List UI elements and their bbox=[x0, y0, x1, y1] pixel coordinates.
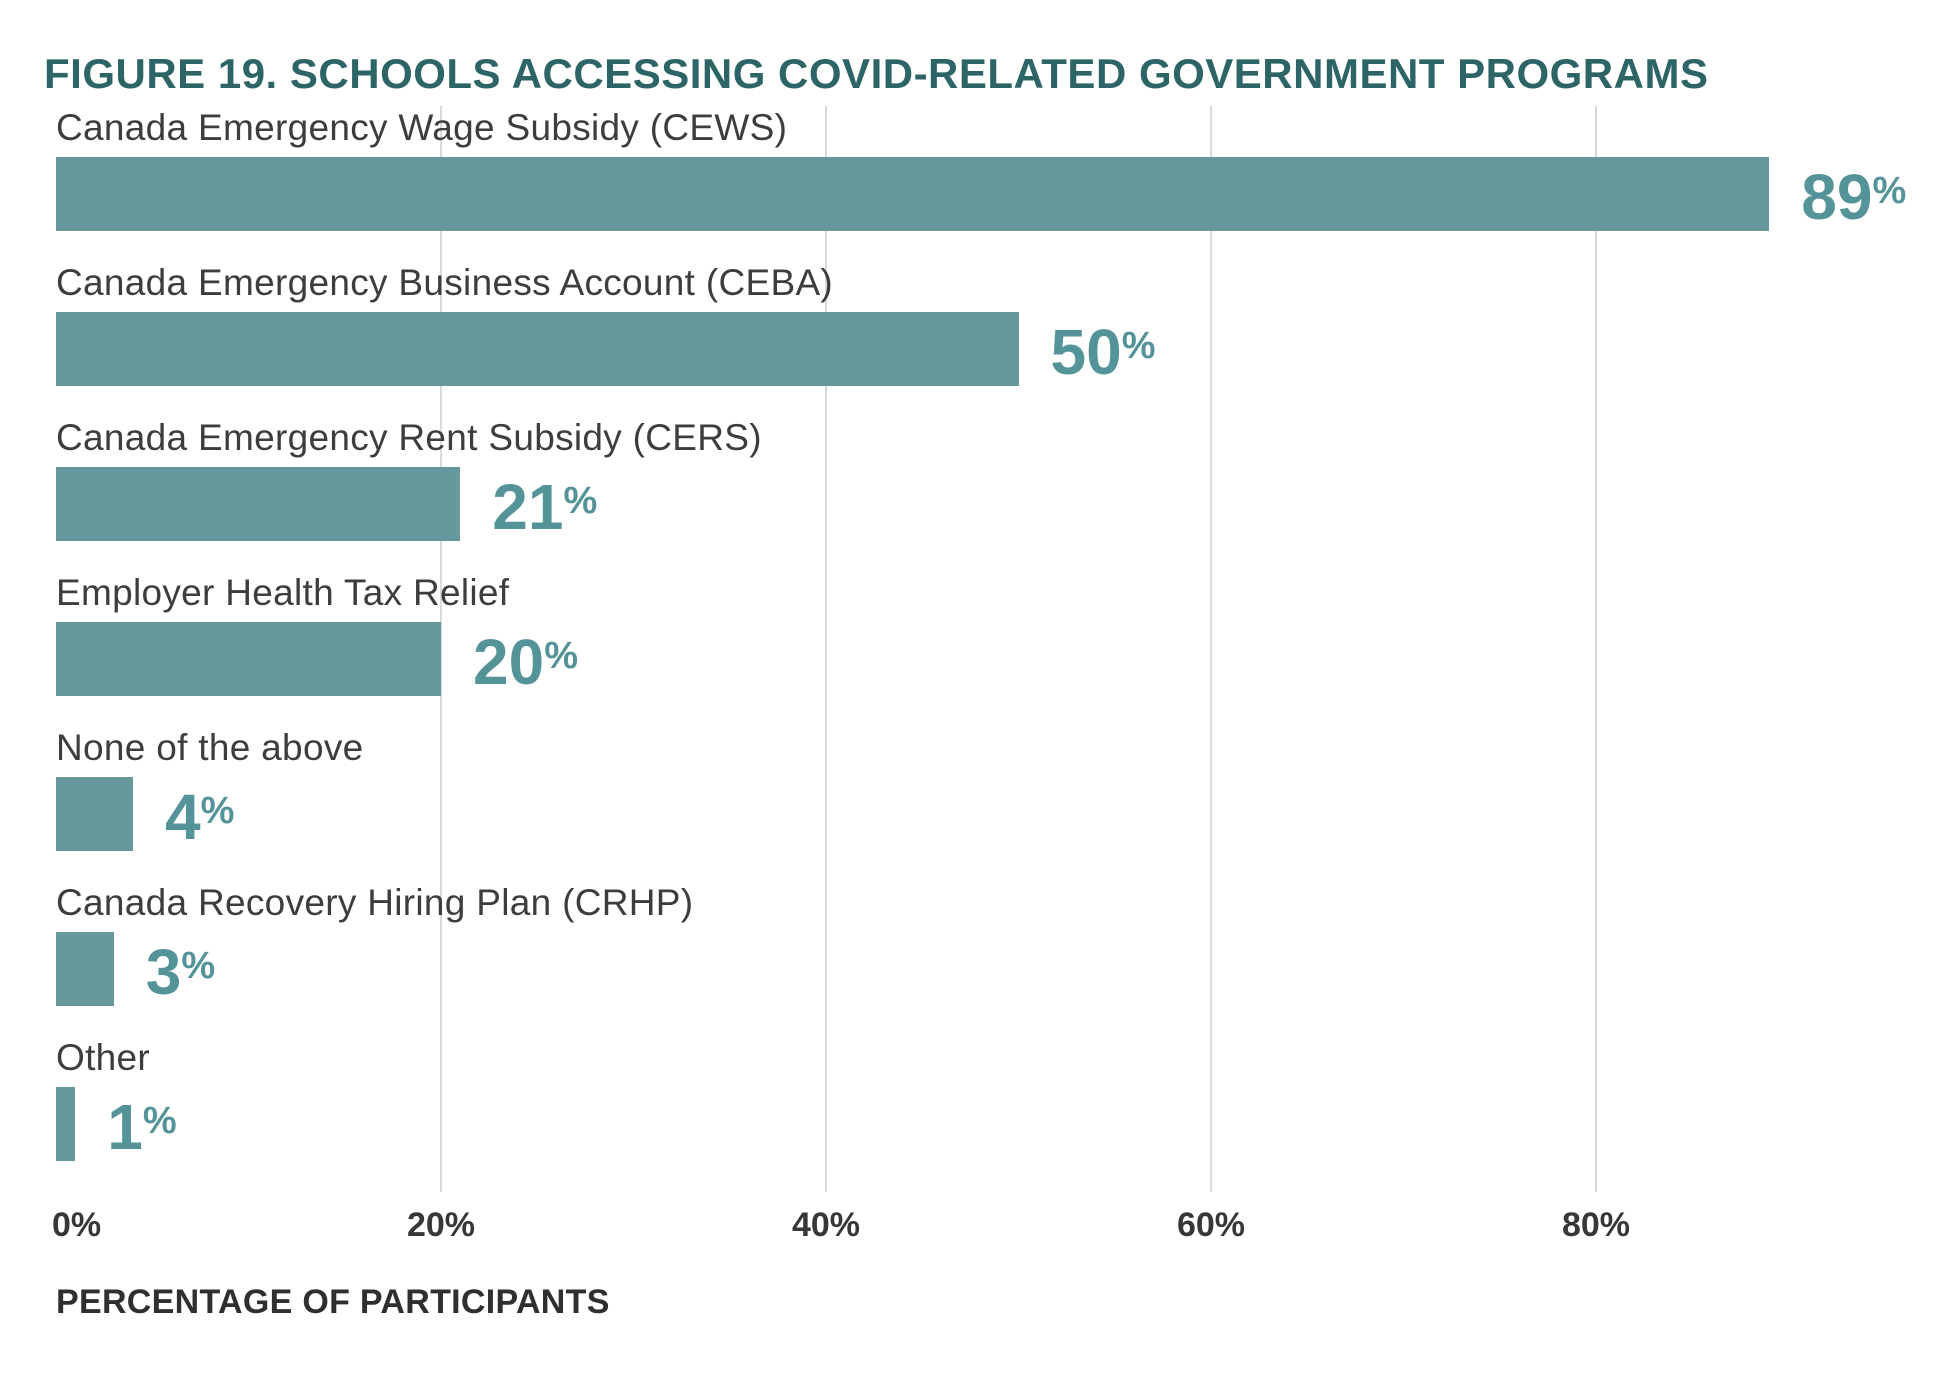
plot-area: Canada Emergency Wage Subsidy (CEWS) 89% C… bbox=[56, 106, 1954, 1192]
bar-value: 21% bbox=[492, 464, 597, 544]
bar-value-number: 21 bbox=[492, 470, 564, 543]
bar-row: Canada Emergency Rent Subsidy (CERS) 21% bbox=[56, 416, 1954, 571]
bar-row: Canada Recovery Hiring Plan (CRHP) 3% bbox=[56, 881, 1954, 1036]
bar-value: 3% bbox=[146, 929, 215, 1009]
bar-value-percent-sign: % bbox=[1872, 170, 1907, 213]
bar-line: 89% bbox=[56, 154, 1954, 234]
bar-value-number: 89 bbox=[1801, 160, 1873, 233]
x-axis: 0% 20% 40% 60% 80% bbox=[52, 1206, 1954, 1250]
bar bbox=[56, 467, 461, 541]
bar-row: Other 1% bbox=[56, 1036, 1954, 1191]
bar-value-percent-sign: % bbox=[142, 1100, 177, 1143]
x-tick-60: 60% bbox=[1176, 1206, 1246, 1244]
category-label: Other bbox=[56, 1037, 151, 1078]
gridline-60 bbox=[1210, 106, 1212, 1192]
bar-value-percent-sign: % bbox=[563, 480, 598, 523]
bar-line: 4% bbox=[56, 774, 1954, 854]
bar-value-number: 1 bbox=[107, 1090, 143, 1163]
category-label: Canada Emergency Business Account (CEBA) bbox=[56, 262, 834, 303]
bar-value: 50% bbox=[1051, 309, 1156, 389]
bar-value-percent-sign: % bbox=[200, 790, 235, 833]
figure-title: FIGURE 19. SCHOOLS ACCESSING COVID-RELAT… bbox=[44, 50, 1709, 97]
bar bbox=[56, 622, 441, 696]
bar-value-percent-sign: % bbox=[1121, 325, 1156, 368]
bar-line: 1% bbox=[56, 1084, 1954, 1164]
category-label: Canada Recovery Hiring Plan (CRHP) bbox=[56, 882, 694, 923]
bar-line: 21% bbox=[56, 464, 1954, 544]
bar-row: Canada Emergency Business Account (CEBA)… bbox=[56, 261, 1954, 416]
category-label: Employer Health Tax Relief bbox=[56, 572, 510, 613]
bar-row: Employer Health Tax Relief 20% bbox=[56, 571, 1954, 726]
bar bbox=[56, 932, 114, 1006]
x-tick-20: 20% bbox=[406, 1206, 476, 1244]
bar-value-number: 4 bbox=[165, 780, 201, 853]
x-axis-title: PERCENTAGE OF PARTICIPANTS bbox=[56, 1283, 610, 1321]
bar-value: 89% bbox=[1801, 154, 1906, 234]
gridline-80 bbox=[1595, 106, 1597, 1192]
bar bbox=[56, 312, 1019, 386]
bar bbox=[56, 1087, 76, 1161]
bar-line: 50% bbox=[56, 309, 1954, 389]
category-label: Canada Emergency Rent Subsidy (CERS) bbox=[56, 417, 762, 458]
gridline-40 bbox=[825, 106, 827, 1192]
x-tick-0: 0% bbox=[52, 1206, 102, 1244]
x-tick-40: 40% bbox=[791, 1206, 861, 1244]
bar-value: 4% bbox=[165, 774, 234, 854]
bar-value-percent-sign: % bbox=[544, 635, 578, 678]
category-label: Canada Emergency Wage Subsidy (CEWS) bbox=[56, 107, 788, 148]
bar-value: 1% bbox=[107, 1084, 176, 1164]
x-tick-80: 80% bbox=[1561, 1206, 1631, 1244]
bar-line: 20% bbox=[56, 619, 1954, 699]
bar-row: None of the above 4% bbox=[56, 726, 1954, 881]
category-label: None of the above bbox=[56, 727, 364, 768]
bar-value-number: 50 bbox=[1050, 315, 1122, 388]
bar bbox=[56, 777, 133, 851]
bar-value-number: 20 bbox=[473, 625, 545, 698]
gridline-20 bbox=[440, 106, 442, 1192]
bar bbox=[56, 157, 1770, 231]
bar-row: Canada Emergency Wage Subsidy (CEWS) 89% bbox=[56, 106, 1954, 261]
bar-value-number: 3 bbox=[145, 935, 182, 1008]
bar-value-percent-sign: % bbox=[181, 945, 216, 988]
bar-value: 20% bbox=[473, 619, 578, 699]
bar-line: 3% bbox=[56, 929, 1954, 1009]
